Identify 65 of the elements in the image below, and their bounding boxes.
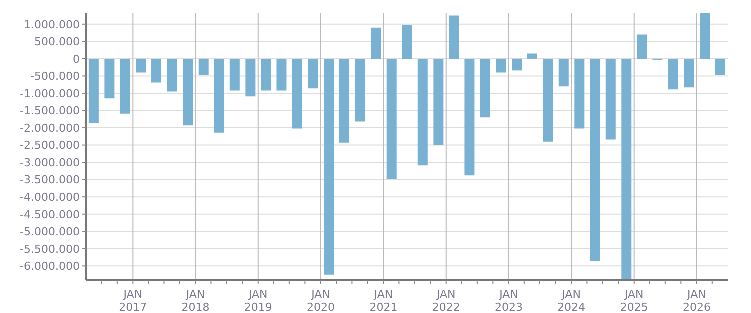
x-tick-label: JAN 2022 [432, 288, 460, 313]
bar [104, 58, 115, 99]
bar [700, 13, 710, 59]
bar [668, 58, 678, 90]
y-tick-label: -6.000.000 [20, 260, 80, 274]
y-tick-label: -3.000.000 [20, 156, 80, 170]
bar [402, 25, 412, 59]
x-tick-label: JAN 2021 [370, 288, 398, 313]
x-tick-label: JAN 2017 [119, 288, 148, 313]
bar [464, 58, 475, 176]
bar [88, 58, 99, 124]
bar [637, 34, 648, 59]
bar [386, 58, 397, 180]
bar [276, 58, 287, 91]
bar [120, 58, 130, 114]
bar [214, 58, 224, 133]
y-tick-label: -4.000.000 [20, 191, 80, 204]
bar [152, 58, 162, 83]
x-tick-label: JAN 2020 [306, 288, 335, 313]
bar [167, 58, 178, 92]
bar [715, 58, 726, 76]
bar [292, 58, 303, 129]
bar [198, 58, 209, 76]
bar [590, 58, 600, 262]
bar [543, 58, 554, 142]
y-tick-label: -2.000.000 [20, 122, 80, 135]
x-tick-label: JAN 2025 [620, 288, 648, 313]
x-tick-label: JAN 2018 [182, 288, 210, 313]
bar [183, 58, 194, 126]
bar [324, 58, 334, 275]
bar [527, 54, 538, 59]
bar [449, 16, 460, 59]
bar [136, 58, 146, 73]
y-tick-label: -1.500.000 [20, 104, 80, 118]
bar [480, 58, 490, 118]
x-tick-label: JAN 2026 [682, 288, 711, 313]
bar [261, 58, 272, 91]
x-tick-label: JAN 2024 [558, 288, 586, 313]
bar [574, 58, 585, 129]
bar [355, 58, 366, 122]
y-tick-label: -5.000.000 [20, 226, 80, 239]
bar [606, 58, 616, 140]
bar [418, 58, 428, 166]
x-tick-label: JAN 2019 [244, 288, 272, 313]
bar [340, 58, 350, 143]
bar [371, 28, 382, 59]
y-tick-label: -500.000 [30, 70, 80, 84]
y-tick-label: 1.000.000 [24, 18, 80, 32]
bar [558, 58, 569, 87]
bar [434, 58, 444, 145]
y-tick-label: -1.000.000 [20, 87, 80, 100]
y-tick-label: -3.500.000 [20, 174, 80, 187]
bar [246, 58, 256, 97]
bar [496, 58, 506, 73]
bar [230, 58, 240, 91]
bar [308, 58, 318, 89]
bar [512, 58, 522, 71]
y-tick-label: -4.500.000 [20, 208, 80, 222]
y-tick-label: 0 [73, 52, 80, 66]
x-tick-label: JAN 2023 [494, 288, 523, 313]
y-tick-label: -5.500.000 [20, 242, 80, 256]
y-tick-label: -2.500.000 [20, 139, 80, 152]
bar [622, 58, 632, 280]
y-tick-label: 500.000 [34, 36, 80, 49]
bar [684, 58, 694, 88]
